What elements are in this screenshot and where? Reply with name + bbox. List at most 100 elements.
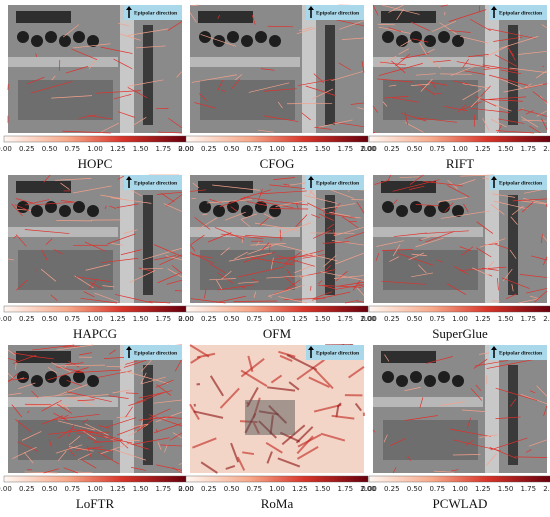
match-vector	[379, 61, 407, 66]
match-vector	[54, 178, 92, 181]
match-vector	[455, 179, 476, 187]
match-vector	[63, 345, 80, 348]
match-vector	[543, 405, 548, 417]
match-vector	[462, 83, 491, 89]
tree	[396, 375, 408, 387]
match-vector	[472, 267, 490, 276]
flow-vector	[267, 386, 296, 392]
annotation-box	[124, 175, 182, 190]
match-vector	[415, 237, 444, 248]
match-vector	[420, 78, 433, 92]
match-vector	[148, 301, 171, 304]
match-vector	[305, 85, 336, 96]
match-vector	[163, 203, 183, 212]
match-vector	[154, 423, 182, 434]
match-vector	[301, 112, 311, 121]
match-vector	[217, 284, 254, 291]
colorbar-tick-label: 1.25	[292, 145, 308, 153]
match-vector	[517, 108, 524, 112]
match-vector	[7, 258, 15, 261]
match-vector	[15, 419, 31, 432]
match-vector	[178, 463, 183, 465]
match-vector	[461, 246, 474, 256]
match-vector	[156, 464, 183, 471]
flow-vector	[296, 359, 325, 381]
building	[16, 181, 71, 193]
match-vector	[11, 203, 23, 217]
colorbar-tick-label: 0.50	[407, 145, 423, 153]
match-vector	[68, 396, 95, 406]
match-vector	[481, 267, 499, 271]
match-vector	[322, 241, 350, 244]
match-vector	[13, 235, 18, 239]
tree	[45, 371, 57, 383]
colorbar-tick-label: 2.00	[543, 485, 550, 493]
match-vector	[440, 401, 465, 406]
match-vector	[536, 110, 548, 117]
match-vector	[269, 184, 305, 189]
match-vector	[125, 360, 138, 365]
tree	[438, 201, 450, 213]
match-vector	[101, 257, 139, 264]
match-vector	[71, 48, 98, 60]
match-vector	[336, 281, 365, 287]
building	[198, 11, 253, 23]
match-vector	[251, 15, 256, 25]
match-vector	[57, 420, 95, 431]
match-vector	[470, 107, 510, 113]
colorbar-tick-label: 0.75	[429, 485, 445, 493]
match-vector	[100, 442, 132, 455]
match-vector	[488, 74, 529, 86]
match-vector	[318, 280, 323, 285]
tree	[87, 35, 99, 47]
match-vector	[381, 280, 426, 285]
match-vector	[541, 234, 543, 244]
colorbar-tick-label: 1.75	[155, 145, 171, 153]
match-vector	[157, 131, 183, 134]
match-vector	[480, 85, 491, 97]
match-vector	[194, 102, 216, 109]
match-vector	[536, 385, 548, 397]
match-vector	[40, 268, 57, 282]
colorbar-tick-label: 1.75	[337, 145, 353, 153]
tree	[213, 35, 225, 47]
annotation-box	[489, 175, 547, 190]
match-vector	[77, 399, 95, 402]
flow-vector	[265, 441, 283, 454]
match-vector	[509, 249, 517, 259]
match-vector	[283, 259, 299, 266]
tree	[17, 371, 29, 383]
match-vector	[391, 60, 406, 74]
flow-vector	[247, 355, 254, 373]
match-vector	[530, 201, 534, 205]
match-vector	[100, 194, 122, 199]
tree	[269, 205, 281, 217]
match-vector	[372, 131, 376, 134]
tree	[382, 201, 394, 213]
road	[373, 397, 483, 407]
match-vector	[125, 406, 133, 418]
match-vector	[112, 448, 146, 461]
match-vector	[529, 125, 541, 134]
building	[381, 351, 436, 363]
building	[18, 80, 113, 120]
match-vector	[312, 291, 333, 300]
road	[8, 397, 118, 407]
match-vector	[51, 362, 72, 373]
match-vector	[207, 232, 232, 243]
match-vector	[510, 216, 518, 225]
match-vector	[450, 65, 477, 76]
match-vector	[68, 435, 81, 446]
colorbar-tick-label: 1.50	[133, 485, 149, 493]
match-vector	[312, 229, 332, 239]
colorbar-tick-label: 0.50	[407, 485, 423, 493]
match-vector	[60, 200, 75, 203]
colorbar-tick-label: 1.75	[520, 485, 536, 493]
match-vector	[128, 399, 147, 406]
annotation: Epipolar direction	[499, 180, 542, 186]
match-vector	[469, 18, 491, 32]
match-vector	[525, 110, 534, 115]
match-vector	[361, 61, 365, 73]
match-vector	[400, 53, 429, 60]
building	[200, 250, 295, 290]
